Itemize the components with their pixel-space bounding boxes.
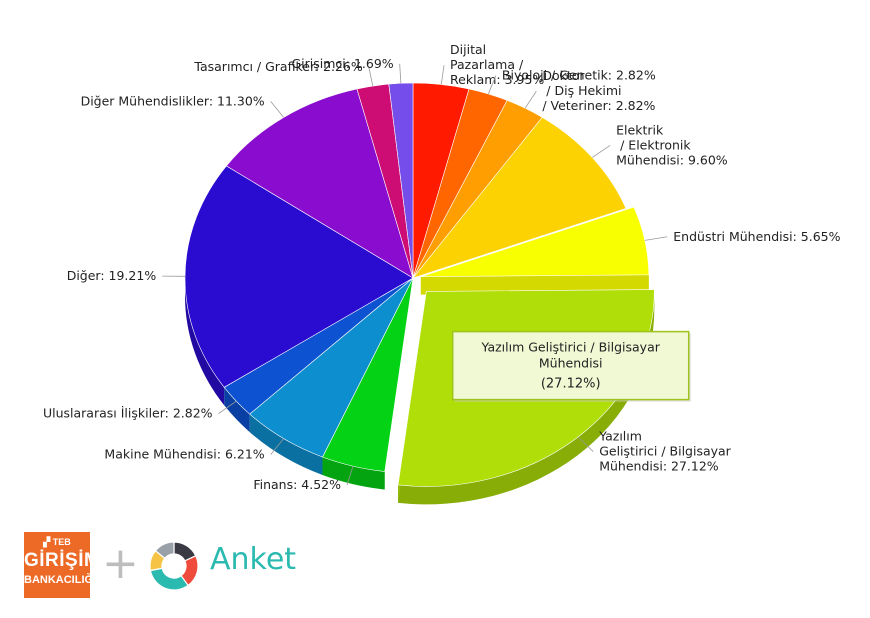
slice-label: Girişimci: 1.69% [291,56,393,71]
tooltip-line1: Yazılım Geliştirici / Bilgisayar [481,340,661,355]
pie-slice-giri-imci[interactable] [388,82,414,279]
tooltip: Yazılım Geliştirici / BilgisayarMühendis… [451,330,691,402]
leader-line [270,101,284,118]
slice-label: Diğer: 19.21% [67,268,157,283]
slice-label: Diğer Mühendislikler: 11.30% [81,93,265,108]
leader-line [644,236,668,241]
slice-rim [224,387,250,433]
slice-label: Finans: 4.52% [253,477,341,492]
slice-label: Yazılım Geliştirici / Bilgisayar Mühendisi… [598,429,731,474]
tooltip-line2: Mühendisi [539,356,603,371]
leader-line [399,63,402,84]
leader-line [440,65,445,85]
anket-logo-icon [149,541,199,591]
leader-line [524,91,537,109]
footer-branding: ▞ TEB GİRİŞİM BANKACILIĞI + Anket [24,532,324,602]
teb-logo-subtitle: BANKACILIĞI [24,574,97,586]
slice-label: Tasarımcı / Grafiker: 2.26% [193,59,362,74]
slice-label: Elektrik / Elektronik Mühendisi: 9.60% [616,122,728,167]
leader-line [218,400,237,414]
anket-logo-text: Anket [210,542,297,577]
slice-rim [185,278,225,406]
slice-label: Uluslararası İlişkiler: 2.82% [43,405,213,420]
slice-label: Doktor / Diş Hekimi / Veteriner: 2.82% [542,68,655,113]
slice-label: Endüstri Mühendisi: 5.65% [673,229,840,244]
leader-line [577,436,594,452]
leader-line [592,145,611,158]
plus-icon: + [102,538,139,589]
leader-line [487,75,497,95]
teb-logo-title: GİRİŞİM [24,550,101,571]
slice-label: Biyoloji / Genetik: 2.82% [502,68,656,83]
anket-icon-segment [149,567,189,591]
leader-line [346,466,354,486]
slice-wall [420,274,649,295]
pie-labels: Dijital Pazarlama / Reklam: 3.95%Biyoloji … [43,42,841,492]
anket-icon-segment [154,541,175,560]
slice-label: Dijital Pazarlama / Reklam: 3.95% [450,42,544,87]
leader-line [270,438,284,455]
pie-slice-end-stri-m-hendisi[interactable] [420,206,650,277]
leader-line [368,66,374,87]
pie-chart: Dijital Pazarlama / Reklam: 3.95%Biyoloji … [43,42,841,505]
slice-rim [322,456,385,490]
pie-slice-di-er-m-hendislikler[interactable] [225,88,414,279]
tooltip-value: (27.12%) [541,377,601,392]
pie-slice-elektrik-elektronik-m-hendisi[interactable] [412,116,627,279]
slice-label: Makine Mühendisi: 6.21% [104,447,264,462]
teb-logo-top: ▞ TEB [43,537,71,547]
slice-rim [249,414,323,475]
teb-girisim-logo: ▞ TEB GİRİŞİM BANKACILIĞI [24,532,101,598]
